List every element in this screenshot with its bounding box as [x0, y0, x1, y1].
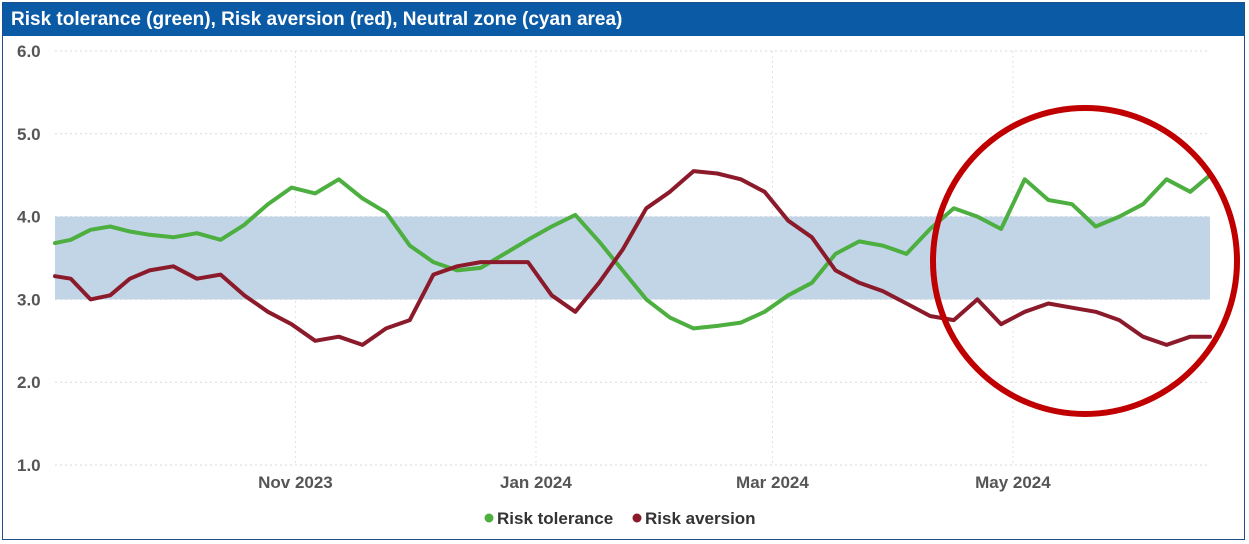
y-tick-label: 1.0	[17, 456, 41, 475]
highlight-circle	[930, 105, 1240, 417]
x-tick-label: Mar 2024	[736, 473, 809, 492]
x-tick-label: Jan 2024	[500, 473, 572, 492]
y-axis-ticks: 6.0 5.0 4.0 3.0 2.0 1.0	[17, 42, 41, 475]
y-tick-label: 4.0	[17, 208, 41, 227]
legend: Risk tolerance Risk aversion	[484, 509, 756, 528]
legend-label: Risk tolerance	[497, 509, 613, 528]
x-tick-label: Nov 2023	[258, 473, 333, 492]
x-axis-ticks: Nov 2023 Jan 2024 Mar 2024 May 2024	[258, 473, 1051, 492]
y-tick-label: 2.0	[17, 373, 41, 392]
y-tick-label: 3.0	[17, 290, 41, 309]
x-tick-label: May 2024	[975, 473, 1051, 492]
risk-tolerance-line	[53, 173, 1212, 331]
legend-marker	[484, 513, 494, 523]
legend-marker	[632, 513, 642, 523]
risk-aversion-line	[53, 169, 1212, 347]
series-lines	[53, 169, 1212, 347]
chart-title: Risk tolerance (green), Risk aversion (r…	[3, 3, 1244, 36]
y-tick-label: 5.0	[17, 125, 41, 144]
y-tick-label: 6.0	[17, 42, 41, 61]
legend-label: Risk aversion	[645, 509, 756, 528]
